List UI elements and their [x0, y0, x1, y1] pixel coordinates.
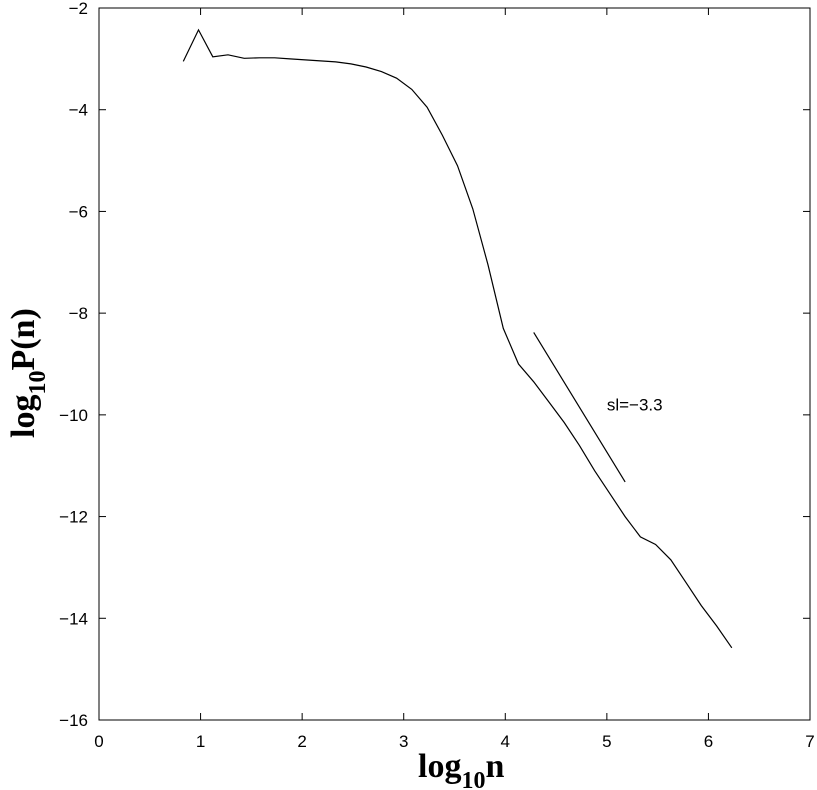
slope-fit-line: [533, 332, 626, 483]
x-axis-title-main: log: [418, 748, 461, 785]
plot-frame: [98, 7, 811, 721]
x-axis-title-subscript: 10: [461, 768, 485, 790]
x-tick-label: 3: [399, 732, 408, 751]
y-tick-label: −4: [69, 101, 88, 120]
y-axis-title: log10P(n): [5, 308, 51, 438]
x-tick-label: 7: [805, 732, 814, 751]
y-tick-label: −2: [69, 0, 88, 18]
x-axis-title-tail: n: [485, 748, 504, 785]
x-tick-label: 5: [602, 732, 611, 751]
y-axis-title-tail: P(n): [5, 308, 42, 370]
y-tick-label: −6: [69, 202, 88, 221]
slope-annotation: sl=−3.3: [607, 396, 663, 415]
y-tick-label: −10: [59, 406, 88, 425]
y-tick-label: −16: [59, 711, 88, 730]
y-axis-title-main: log: [5, 395, 42, 438]
y-tick-label: −8: [69, 304, 88, 323]
x-axis-title: log10n: [418, 748, 504, 790]
tick-labels: 0 1 2 3 4 5 6 7 −2 −4 −6 −8 −10 −12 −14 −16: [59, 0, 815, 751]
x-tick-label: 2: [297, 732, 306, 751]
x-tick-label: 6: [704, 732, 713, 751]
y-tick-label: −14: [59, 609, 88, 628]
axis-ticks: [98, 7, 811, 721]
y-axis-title-subscript: 10: [25, 371, 51, 395]
y-tick-label: −12: [59, 508, 88, 527]
x-tick-label: 4: [501, 732, 510, 751]
x-tick-label: 1: [196, 732, 205, 751]
x-tick-label: 0: [94, 732, 103, 751]
data-series-line: [182, 28, 733, 649]
